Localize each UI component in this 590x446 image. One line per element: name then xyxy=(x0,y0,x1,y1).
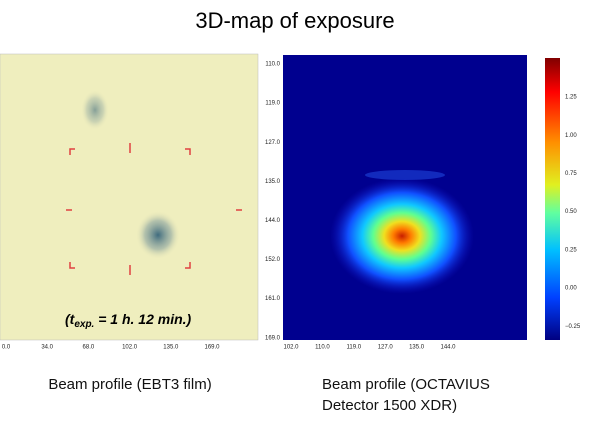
tick-label: 1.00 xyxy=(565,133,577,139)
tick-label: 144.0 xyxy=(265,218,281,224)
heatmap xyxy=(283,55,560,340)
caption: Detector 1500 XDR) xyxy=(322,397,457,414)
tick-label: 135.0 xyxy=(163,345,179,351)
tick-label: 34.0 xyxy=(41,345,53,351)
tick-label: 135.0 xyxy=(265,179,281,185)
tick-label: 0.00 xyxy=(565,286,577,292)
tick-label: 127.0 xyxy=(265,140,281,146)
tick-label: 110.0 xyxy=(315,345,330,351)
tick-label: 119.0 xyxy=(265,101,280,107)
tick-label: 102.0 xyxy=(283,345,299,351)
tick-label: 144.0 xyxy=(440,345,456,351)
tick-label: −0.25 xyxy=(565,324,581,330)
tick-label: 135.0 xyxy=(409,345,425,351)
tick-label: 110.0 xyxy=(265,62,280,68)
tick-labels: 0.0 34.0 68.0 102.0 135.0 169.0 102.0 110.0 119.… xyxy=(2,62,581,351)
tick-label: 0.75 xyxy=(565,171,577,177)
tick-label: 169.0 xyxy=(265,335,281,341)
tick-label: 0.0 xyxy=(2,345,11,351)
tick-label: 119.0 xyxy=(347,345,362,351)
caption: Beam profile (EBT3 film) xyxy=(48,376,211,393)
tick-label: 0.25 xyxy=(565,247,577,253)
title: 3D-map of exposure xyxy=(195,8,394,33)
tick-label: 68.0 xyxy=(83,345,95,351)
tick-label: 127.0 xyxy=(378,345,394,351)
caption: Beam profile (OCTAVIUS xyxy=(322,376,490,393)
annotation: (texp. = 1 h. 12 min.) xyxy=(65,311,192,330)
tick-label: 0.50 xyxy=(565,209,577,215)
film-image: (texp. = 1 h. 12 min.) xyxy=(0,53,259,341)
tick-label: 102.0 xyxy=(122,345,138,351)
tick-label: 161.0 xyxy=(265,296,281,302)
tick-label: 152.0 xyxy=(265,257,281,263)
tick-label: 1.25 xyxy=(565,95,577,101)
tick-label: 169.0 xyxy=(204,345,220,351)
